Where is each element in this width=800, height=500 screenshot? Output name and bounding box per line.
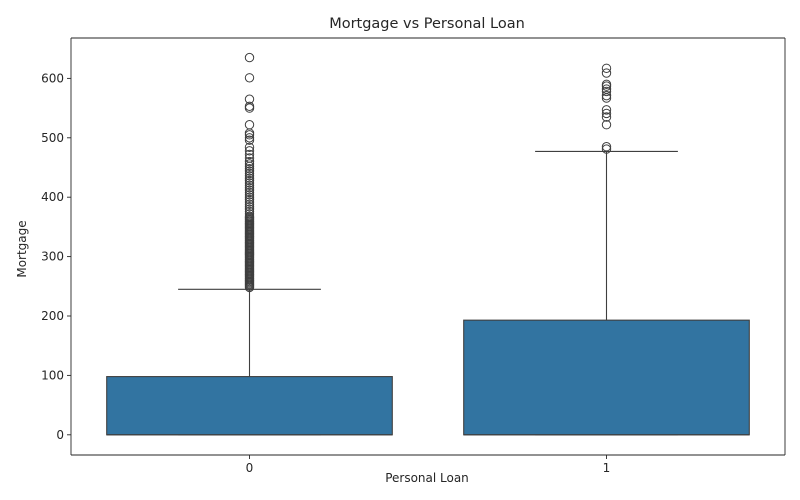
outlier-point	[244, 135, 255, 145]
outlier-point	[601, 90, 612, 101]
outlier-point	[244, 209, 255, 219]
outlier-point	[601, 86, 612, 97]
y-axis-label: Mortgage	[15, 220, 29, 277]
y-tick-label: 400	[41, 190, 64, 204]
outlier-point	[244, 103, 255, 113]
y-tick-label: 100	[41, 368, 64, 382]
outlier-point	[244, 211, 255, 221]
outlier-point	[601, 144, 612, 154]
outlier-point	[601, 142, 612, 152]
outlier-point	[601, 63, 612, 73]
outlier-point	[244, 163, 255, 174]
x-tick-label: 1	[603, 461, 611, 475]
outlier-point	[244, 199, 255, 210]
outlier-point	[601, 105, 612, 115]
outlier-point	[244, 185, 255, 195]
outlier-point	[244, 202, 255, 212]
outlier-point	[244, 142, 255, 152]
y-tick-label: 300	[41, 250, 64, 264]
outlier-point	[244, 120, 255, 130]
outlier-point	[244, 171, 255, 181]
x-axis-label: Personal Loan	[385, 471, 469, 485]
outlier-point	[244, 194, 255, 205]
outlier-point	[244, 146, 255, 156]
outlier-point	[244, 190, 255, 200]
outlier-point	[601, 68, 612, 78]
outlier-point	[601, 84, 612, 94]
outlier-point	[244, 187, 255, 198]
y-tick-label: 0	[56, 428, 64, 442]
y-tick-label: 500	[41, 131, 64, 145]
outlier-point	[244, 153, 255, 163]
outlier-point	[601, 93, 612, 103]
x-tick-label: 0	[246, 461, 254, 475]
axes: 0 100 200 300 400 500 600 0 1	[41, 37, 786, 475]
outlier-point	[244, 73, 255, 83]
outlier-point	[601, 79, 612, 90]
outlier-point	[601, 120, 612, 130]
outlier-point	[244, 168, 255, 179]
outlier-point	[244, 133, 255, 143]
outlier-point	[244, 192, 255, 202]
outlier-point	[244, 178, 255, 188]
outlier-point	[244, 204, 255, 214]
outlier-point	[244, 175, 255, 186]
box-group-1	[463, 63, 750, 436]
outlier-point	[244, 156, 255, 167]
outlier-point	[244, 206, 255, 217]
outlier-point	[244, 197, 255, 207]
outlier-point	[244, 52, 255, 63]
outlier-point	[244, 149, 255, 160]
outlier-point	[244, 159, 255, 169]
outlier-point	[244, 182, 255, 193]
outlier-point	[601, 112, 612, 122]
y-tick-label: 200	[41, 309, 64, 323]
box-iqr	[106, 376, 393, 436]
chart-title: Mortgage vs Personal Loan	[329, 16, 525, 32]
outlier-point	[244, 94, 255, 104]
outlier-point	[244, 173, 255, 183]
outlier-point	[244, 101, 255, 112]
plot-area	[106, 52, 750, 436]
y-tick-label: 600	[41, 71, 64, 85]
box-iqr	[463, 319, 750, 436]
box-group-0	[106, 52, 393, 436]
outlier-point	[601, 108, 612, 119]
outlier-point	[244, 166, 255, 176]
outlier-point	[244, 180, 255, 191]
